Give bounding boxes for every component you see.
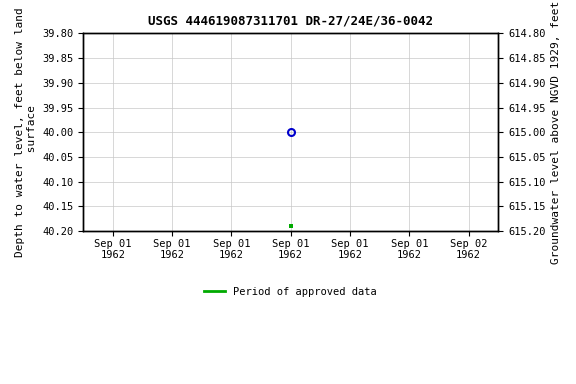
Legend: Period of approved data: Period of approved data xyxy=(200,283,381,301)
Y-axis label: Depth to water level, feet below land
 surface: Depth to water level, feet below land su… xyxy=(15,7,37,257)
Title: USGS 444619087311701 DR-27/24E/36-0042: USGS 444619087311701 DR-27/24E/36-0042 xyxy=(148,15,433,28)
Y-axis label: Groundwater level above NGVD 1929, feet: Groundwater level above NGVD 1929, feet xyxy=(551,1,561,264)
